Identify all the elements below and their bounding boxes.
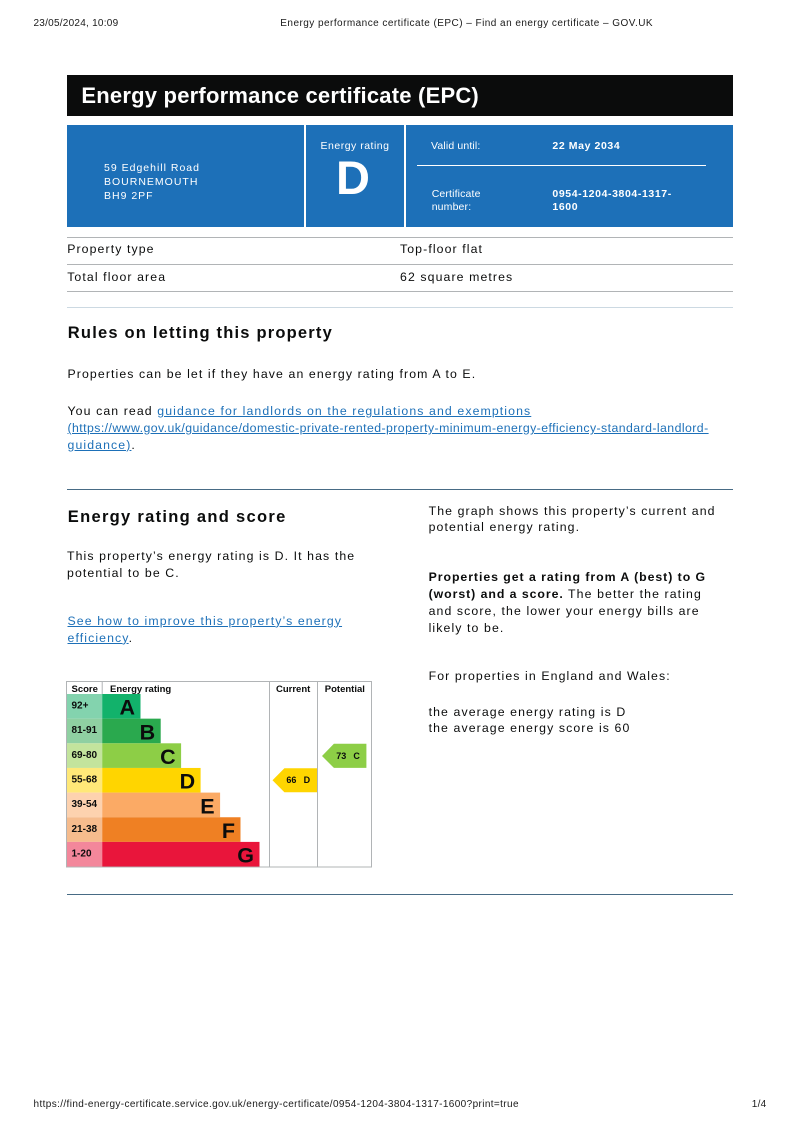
svg-text:81-91: 81-91 [72, 725, 98, 736]
svg-text:55-68: 55-68 [72, 774, 98, 785]
svg-text:92+: 92+ [72, 701, 89, 712]
svg-text:B: B [140, 720, 156, 744]
svg-text:G: G [237, 844, 254, 868]
svg-text:69-80: 69-80 [72, 750, 98, 761]
svg-text:A: A [119, 696, 135, 720]
svg-text:Energy rating: Energy rating [110, 684, 171, 695]
svg-text:Current: Current [276, 684, 311, 695]
svg-text:Score: Score [72, 684, 98, 695]
svg-text:Potential: Potential [325, 684, 365, 695]
svg-text:C: C [160, 745, 176, 769]
svg-text:73: 73 [336, 751, 346, 761]
svg-text:66: 66 [286, 775, 296, 785]
svg-text:C: C [353, 751, 360, 761]
svg-text:D: D [304, 775, 311, 785]
svg-text:E: E [200, 794, 214, 818]
svg-text:21-38: 21-38 [72, 824, 98, 835]
svg-text:F: F [222, 819, 235, 843]
svg-text:39-54: 39-54 [72, 799, 98, 810]
svg-text:D: D [180, 770, 196, 794]
svg-text:1-20: 1-20 [72, 848, 92, 859]
